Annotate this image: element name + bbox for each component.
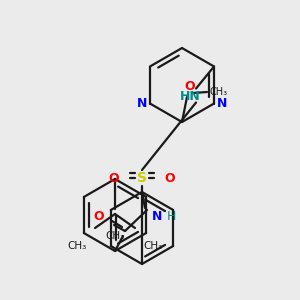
Text: HN: HN	[180, 90, 200, 103]
Text: N: N	[152, 209, 162, 223]
Text: N: N	[137, 97, 147, 110]
Text: O: O	[185, 80, 195, 94]
Text: H: H	[166, 209, 176, 223]
Text: CH₃: CH₃	[105, 231, 124, 241]
Text: S: S	[137, 171, 147, 185]
Text: O: O	[109, 172, 119, 184]
Text: O: O	[94, 211, 104, 224]
Text: O: O	[165, 172, 175, 184]
Text: CH₃: CH₃	[143, 241, 163, 251]
Text: CH₃: CH₃	[210, 87, 228, 97]
Text: CH₃: CH₃	[68, 241, 87, 251]
Text: N: N	[217, 97, 227, 110]
